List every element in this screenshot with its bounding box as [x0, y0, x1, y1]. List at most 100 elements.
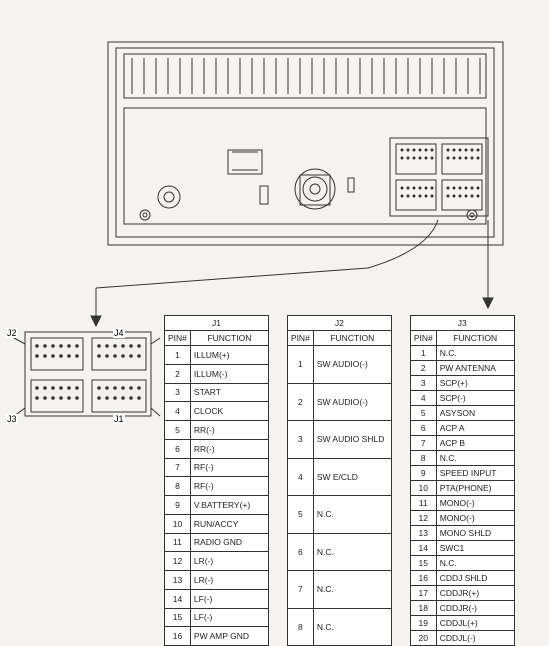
table-row: 4 SW E/CLD [287, 458, 391, 496]
table-row: 11 MONO(-) [410, 496, 514, 511]
table-row: 16 PW AMP GND [165, 627, 269, 646]
cell-pin: 15 [165, 608, 191, 627]
table-row: 7 RF(-) [165, 458, 269, 477]
table-row: 2 ILLUM(-) [165, 364, 269, 383]
cell-pin: 6 [410, 421, 436, 436]
cell-pin: 6 [165, 439, 191, 458]
table-row: 9 SPEED INPUT [410, 466, 514, 481]
col-fn: FUNCTION [436, 331, 514, 346]
cell-pin: 11 [165, 533, 191, 552]
cell-pin: 20 [410, 631, 436, 646]
cell-pin: 12 [410, 511, 436, 526]
cell-pin: 1 [165, 346, 191, 365]
table-row: 15 N.C. [410, 556, 514, 571]
table-title: J1 [165, 316, 269, 331]
table-row: 13 LR(-) [165, 571, 269, 590]
cell-pin: 5 [410, 406, 436, 421]
cell-pin: 15 [410, 556, 436, 571]
table-row: 9 V.BATTERY(+) [165, 496, 269, 515]
cell-fn: ILLUM(+) [190, 346, 268, 365]
cell-fn: SW E/CLD [313, 458, 391, 496]
cell-fn: V.BATTERY(+) [190, 496, 268, 515]
table-row: 4 SCP(-) [410, 391, 514, 406]
table-row: 6 N.C. [287, 533, 391, 571]
table-row: 5 N.C. [287, 496, 391, 534]
table-row: 7 N.C. [287, 571, 391, 609]
cell-pin: 2 [410, 361, 436, 376]
cell-fn: RF(-) [190, 458, 268, 477]
cell-fn: RUN/ACCY [190, 514, 268, 533]
table-row: 19 CDDJL(+) [410, 616, 514, 631]
cell-fn: MONO(-) [436, 511, 514, 526]
cell-fn: LF(-) [190, 589, 268, 608]
cell-pin: 7 [287, 571, 313, 609]
table-row: 14 LF(-) [165, 589, 269, 608]
cell-fn: SW AUDIO(-) [313, 346, 391, 384]
table-row: 3 SW AUDIO SHLD [287, 421, 391, 459]
cell-fn: N.C. [436, 451, 514, 466]
cell-fn: SW AUDIO(-) [313, 383, 391, 421]
table-row: 14 SWC1 [410, 541, 514, 556]
table-row: 5 ASYSON [410, 406, 514, 421]
cell-pin: 16 [410, 571, 436, 586]
cell-fn: ACP B [436, 436, 514, 451]
cell-pin: 14 [410, 541, 436, 556]
cell-pin: 9 [165, 496, 191, 515]
cell-pin: 3 [410, 376, 436, 391]
cell-fn: CDDJL(+) [436, 616, 514, 631]
table-row: 12 LR(-) [165, 552, 269, 571]
cell-pin: 6 [287, 533, 313, 571]
table-row: 10 PTA(PHONE) [410, 481, 514, 496]
table-row: 3 SCP(+) [410, 376, 514, 391]
cell-pin: 11 [410, 496, 436, 511]
table-row: 12 MONO(-) [410, 511, 514, 526]
cell-pin: 8 [165, 477, 191, 496]
cell-pin: 16 [165, 627, 191, 646]
cell-fn: LR(-) [190, 571, 268, 590]
table-row: 8 RF(-) [165, 477, 269, 496]
table-row: 18 CDDJR(-) [410, 601, 514, 616]
cell-fn: PW AMP GND [190, 627, 268, 646]
table-j1: J1 PIN# FUNCTION 1 ILLUM(+) 2 ILLUM(-) 3… [164, 315, 269, 646]
cell-pin: 3 [165, 383, 191, 402]
cell-pin: 2 [287, 383, 313, 421]
table-row: 1 SW AUDIO(-) [287, 346, 391, 384]
cell-fn: START [190, 383, 268, 402]
cell-pin: 3 [287, 421, 313, 459]
cell-fn: N.C. [436, 556, 514, 571]
table-header-row: PIN# FUNCTION [165, 331, 269, 346]
table-caption-row: J3 [410, 316, 514, 331]
table-row: 13 MONO SHLD [410, 526, 514, 541]
table-row: 2 PW ANTENNA [410, 361, 514, 376]
table-j2: J2 PIN# FUNCTION 1 SW AUDIO(-) 2 SW AUDI… [287, 315, 392, 646]
table-body-j1: 1 ILLUM(+) 2 ILLUM(-) 3 START 4 CLOCK 5 … [165, 346, 269, 646]
col-fn: FUNCTION [190, 331, 268, 346]
col-pin: PIN# [165, 331, 191, 346]
cell-fn: ACP A [436, 421, 514, 436]
cell-fn: RADIO GND [190, 533, 268, 552]
table-body-j2: 1 SW AUDIO(-) 2 SW AUDIO(-) 3 SW AUDIO S… [287, 346, 391, 646]
cell-fn: RR(-) [190, 439, 268, 458]
cell-pin: 12 [165, 552, 191, 571]
cell-pin: 9 [410, 466, 436, 481]
cell-fn: SWC1 [436, 541, 514, 556]
cell-fn: RR(-) [190, 421, 268, 440]
table-row: 1 ILLUM(+) [165, 346, 269, 365]
table-row: 3 START [165, 383, 269, 402]
table-row: 10 RUN/ACCY [165, 514, 269, 533]
cell-pin: 8 [410, 451, 436, 466]
table-row: 7 ACP B [410, 436, 514, 451]
table-j3: J3 PIN# FUNCTION 1 N.C. 2 PW ANTENNA 3 S… [410, 315, 515, 646]
cell-fn: N.C. [313, 533, 391, 571]
col-fn: FUNCTION [313, 331, 391, 346]
label-j2: J2 [6, 328, 18, 338]
cell-pin: 4 [165, 402, 191, 421]
cell-fn: RF(-) [190, 477, 268, 496]
cell-pin: 13 [410, 526, 436, 541]
cell-fn: CLOCK [190, 402, 268, 421]
cell-fn: SCP(+) [436, 376, 514, 391]
cell-fn: PTA(PHONE) [436, 481, 514, 496]
table-caption-row: J2 [287, 316, 391, 331]
cell-fn: N.C. [313, 571, 391, 609]
cell-pin: 5 [165, 421, 191, 440]
